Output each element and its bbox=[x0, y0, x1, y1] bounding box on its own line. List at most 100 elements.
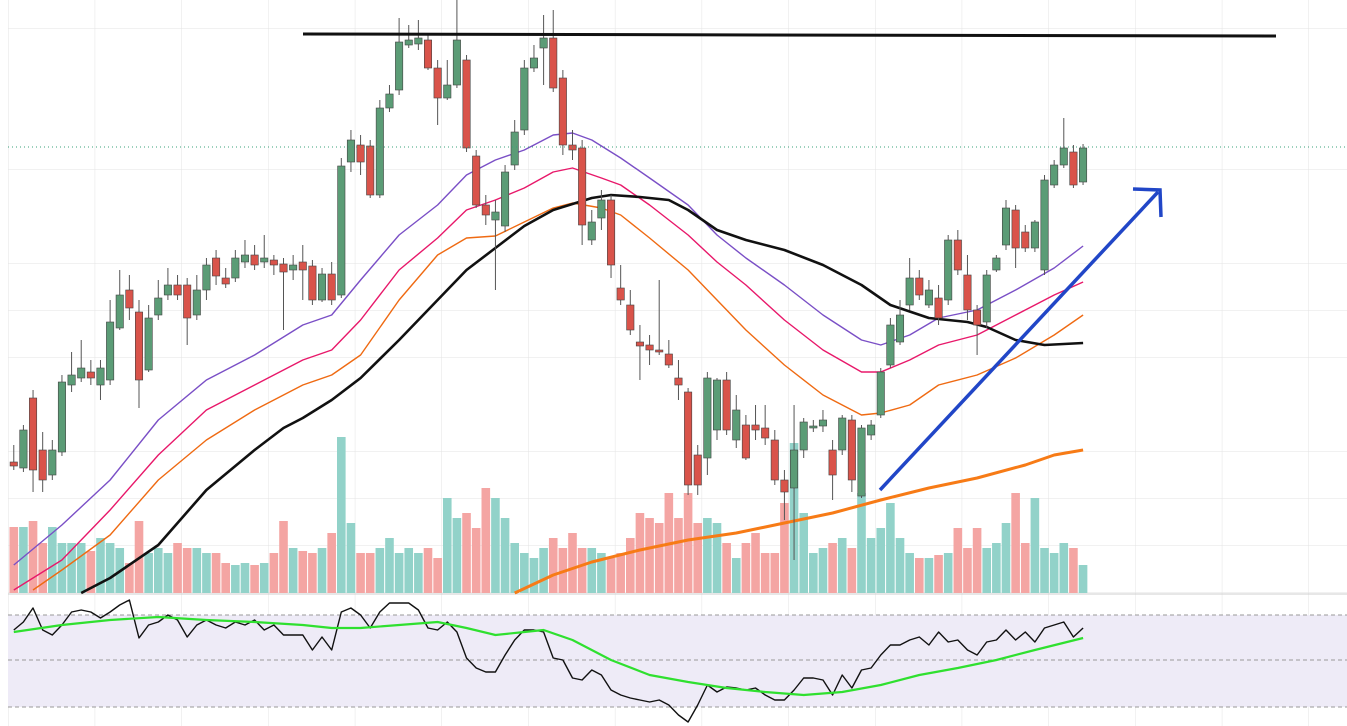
candle-body bbox=[780, 479, 789, 493]
volume-bar bbox=[471, 528, 481, 593]
candle-body bbox=[896, 314, 905, 343]
candle-body bbox=[1001, 207, 1010, 246]
candle-body bbox=[202, 264, 211, 291]
rsi-band-layer bbox=[8, 614, 1347, 708]
candle-body bbox=[1011, 209, 1020, 249]
volume-bar bbox=[1020, 543, 1030, 593]
trend-arrow bbox=[878, 190, 1160, 492]
candle-body bbox=[48, 449, 57, 476]
candle-body bbox=[684, 391, 693, 486]
volume-bar bbox=[741, 543, 751, 593]
volume-bar bbox=[433, 558, 442, 593]
candle-body bbox=[645, 344, 654, 351]
volume-bar bbox=[654, 523, 664, 593]
candle-body bbox=[934, 297, 943, 319]
volume-bar bbox=[67, 543, 76, 593]
volume-bar bbox=[462, 513, 471, 593]
candle-body bbox=[1050, 164, 1059, 186]
candle-body bbox=[183, 284, 192, 319]
candle-body bbox=[1059, 147, 1068, 166]
volume-bar bbox=[809, 553, 818, 593]
candle-body bbox=[173, 284, 182, 296]
volume-bar bbox=[1078, 565, 1088, 593]
volume-bar bbox=[105, 543, 115, 593]
candle-body bbox=[674, 377, 683, 386]
volume-bar bbox=[182, 548, 192, 593]
candle-body bbox=[876, 371, 885, 416]
rsi-line bbox=[13, 615, 1084, 697]
volume-bar bbox=[259, 563, 269, 593]
candle-body bbox=[751, 424, 760, 431]
volume-bar bbox=[500, 518, 510, 593]
candle-body bbox=[732, 409, 741, 441]
volume-bar bbox=[857, 493, 866, 593]
resistance-line bbox=[302, 32, 1277, 38]
volume-bar bbox=[828, 543, 837, 593]
volume-bar bbox=[770, 553, 780, 593]
trend-arrow-head bbox=[1132, 187, 1163, 218]
volume-bar bbox=[1059, 543, 1069, 593]
volume-bar bbox=[886, 503, 895, 593]
candle-body bbox=[905, 277, 914, 306]
volume-bar bbox=[337, 437, 346, 593]
volume-bar bbox=[356, 553, 365, 593]
volume-bar bbox=[144, 553, 153, 593]
candle-body bbox=[558, 77, 567, 146]
candle-body bbox=[799, 421, 808, 451]
moving-average bbox=[13, 167, 1084, 591]
volume-bar bbox=[414, 553, 423, 593]
candle-body bbox=[790, 449, 799, 489]
candle-body bbox=[847, 419, 856, 481]
candle-body bbox=[944, 239, 953, 301]
volume-bar bbox=[674, 518, 683, 593]
candle-body bbox=[279, 263, 288, 273]
volume-bar bbox=[934, 555, 943, 593]
volume-bar bbox=[963, 548, 972, 593]
volume-bar bbox=[423, 548, 433, 593]
candle-body bbox=[346, 139, 355, 163]
candle-body bbox=[597, 199, 606, 219]
candle-body bbox=[404, 39, 413, 46]
candle-body bbox=[1040, 179, 1049, 271]
candle-body bbox=[655, 349, 664, 353]
candle-body bbox=[462, 59, 471, 149]
candle-body bbox=[433, 67, 442, 99]
volume-bar bbox=[625, 538, 635, 593]
candle-body bbox=[452, 39, 461, 86]
moving-average bbox=[13, 132, 1084, 566]
candle-body bbox=[491, 211, 500, 221]
volume-bar bbox=[972, 528, 982, 593]
candle-body bbox=[664, 353, 673, 366]
volume-bar bbox=[587, 548, 597, 593]
candle-body bbox=[818, 419, 827, 427]
volume-bar bbox=[279, 521, 288, 593]
candle-body bbox=[963, 274, 972, 311]
candle-body bbox=[240, 254, 249, 263]
candle-body bbox=[9, 461, 18, 467]
volume-bar bbox=[799, 513, 808, 593]
candle-body bbox=[308, 265, 317, 301]
rsi-layer bbox=[13, 599, 1084, 723]
volume-bar bbox=[597, 553, 606, 593]
volume-bar bbox=[9, 527, 19, 593]
candle-body bbox=[298, 261, 307, 271]
volume-bar bbox=[192, 548, 202, 593]
candle-body bbox=[356, 144, 365, 163]
volume-bar bbox=[86, 551, 96, 593]
candle-body bbox=[337, 165, 346, 296]
candle-body bbox=[520, 67, 529, 131]
volume-bar bbox=[308, 553, 317, 593]
volume-bar bbox=[125, 563, 134, 593]
volume-bar bbox=[240, 563, 250, 593]
candle-body bbox=[578, 147, 587, 226]
candle-body bbox=[501, 171, 510, 227]
volume-bar bbox=[616, 553, 625, 593]
volume-bar bbox=[510, 543, 520, 593]
volume-bar bbox=[221, 563, 231, 593]
volume-bar bbox=[365, 553, 375, 593]
moving-average bbox=[514, 448, 1084, 595]
volume-bar bbox=[751, 533, 760, 593]
volume-bar bbox=[375, 548, 385, 593]
volume-bar bbox=[38, 543, 47, 593]
